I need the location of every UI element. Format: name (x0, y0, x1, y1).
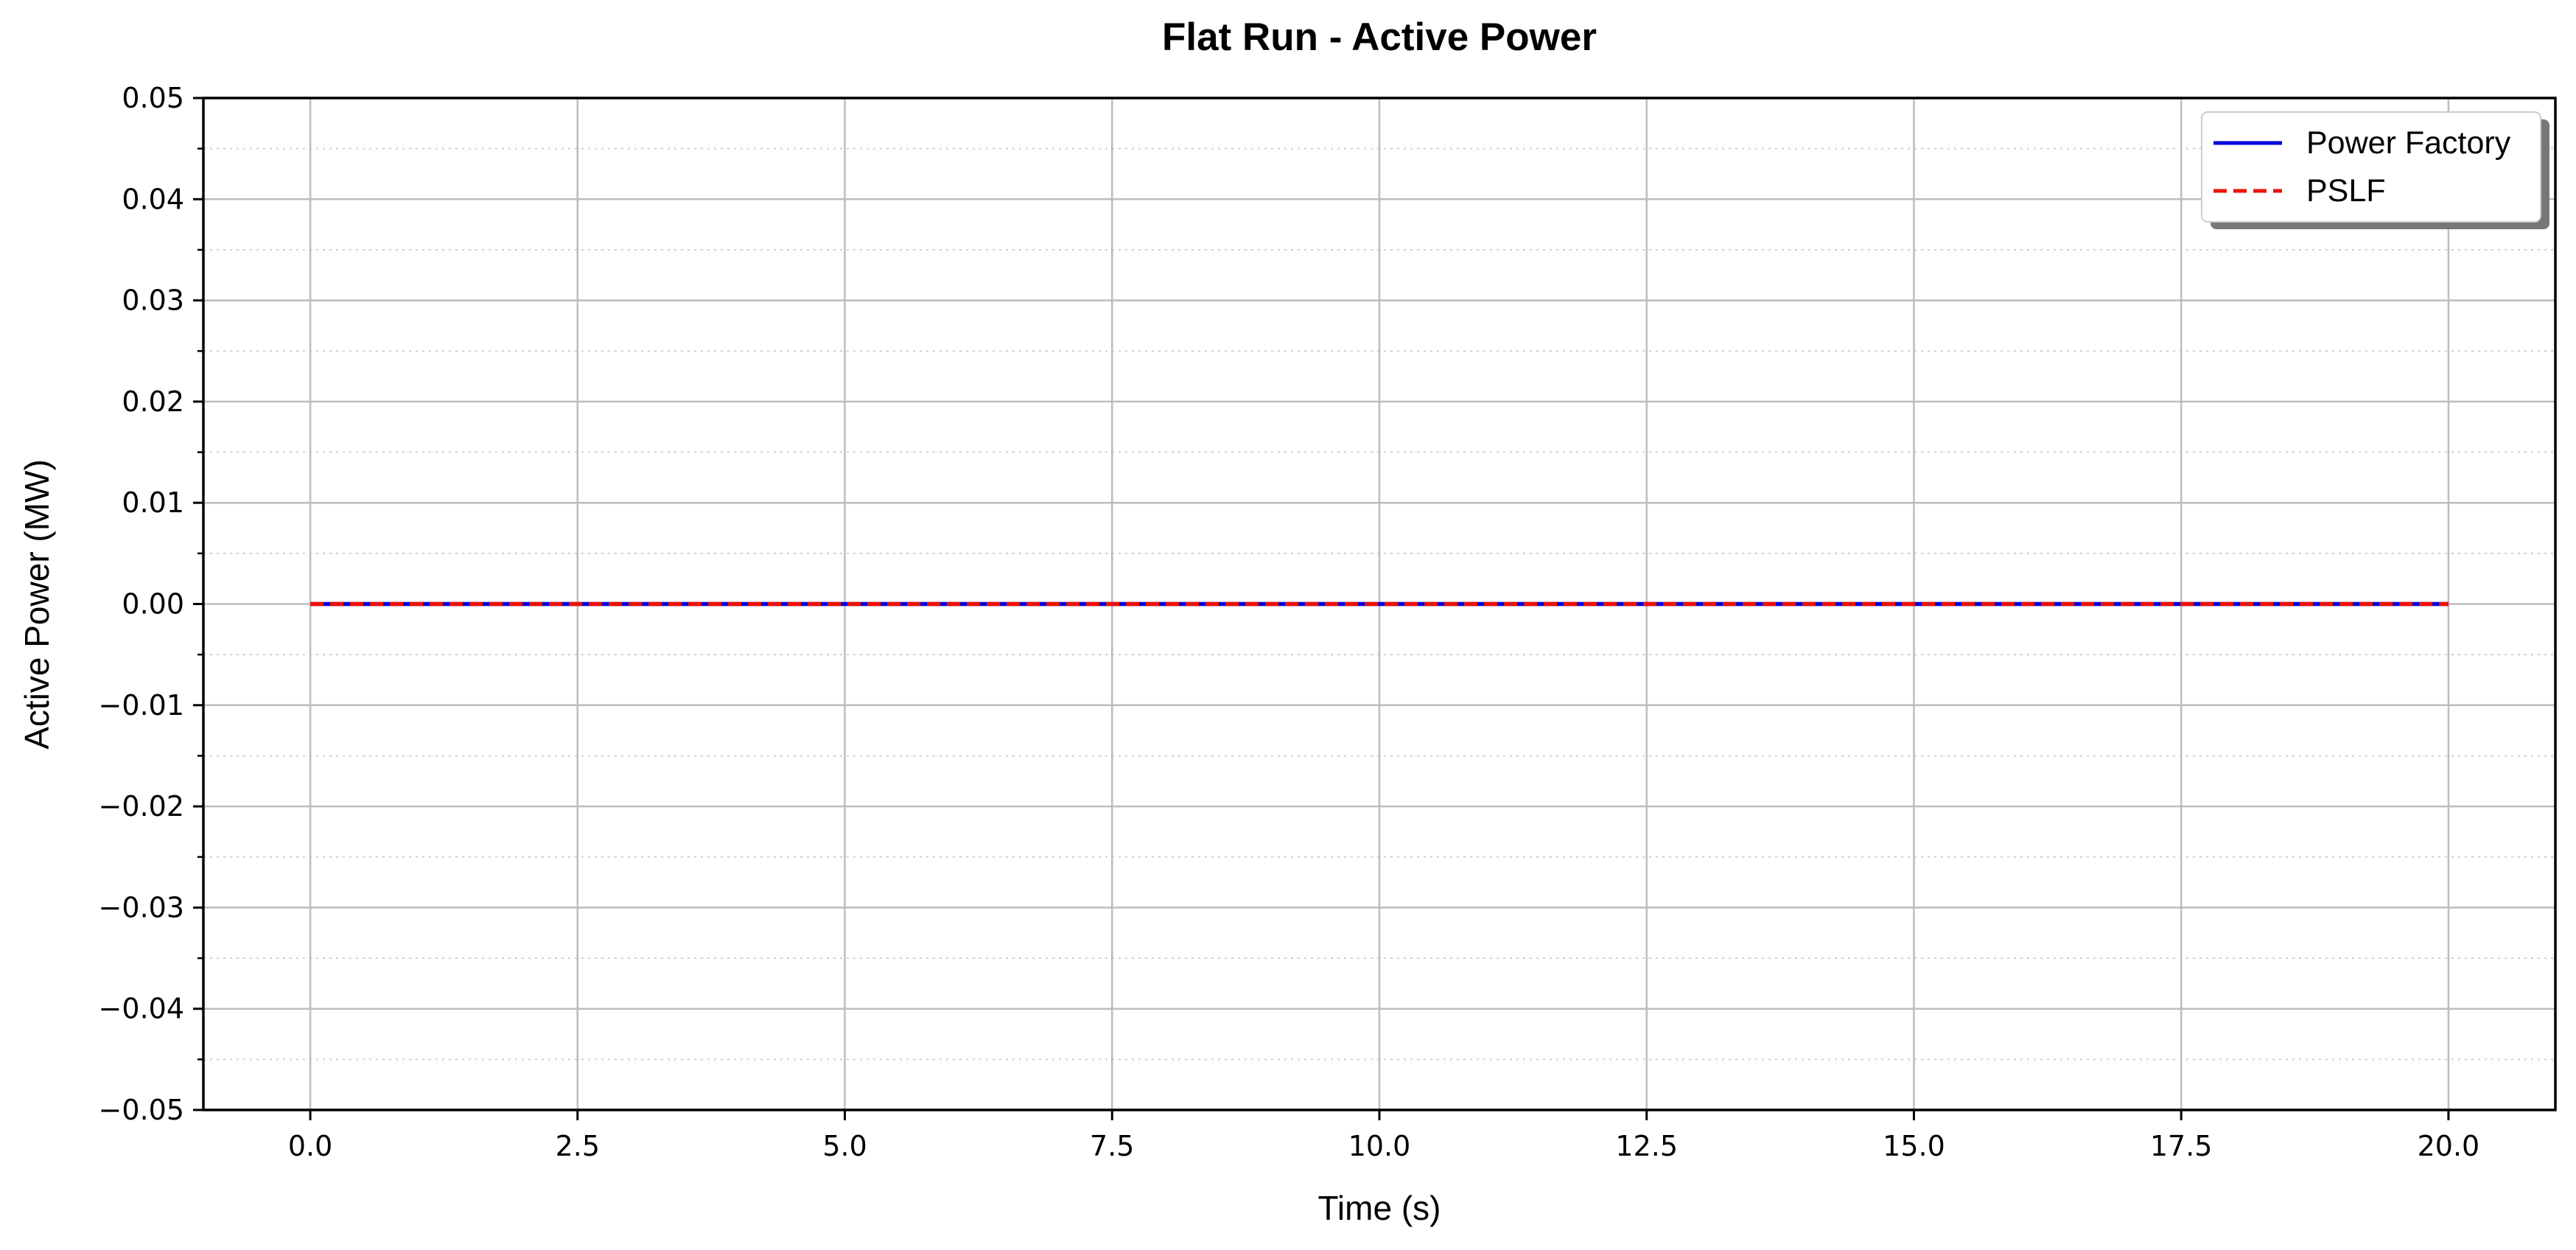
x-tick-label: 20.0 (2418, 1130, 2480, 1162)
axis-ticks: −0.05−0.04−0.03−0.02−0.010.000.010.020.0… (99, 82, 2480, 1162)
y-tick-label: −0.02 (99, 790, 184, 823)
legend-label-power-factory: Power Factory (2306, 125, 2511, 161)
y-tick-label: 0.01 (122, 486, 184, 519)
x-axis-label: Time (s) (1318, 1189, 1441, 1227)
y-tick-label: −0.01 (99, 689, 184, 722)
legend-label-pslf: PSLF (2306, 173, 2386, 209)
x-tick-label: 15.0 (1883, 1130, 1945, 1162)
x-tick-label: 5.0 (822, 1130, 867, 1162)
x-tick-label: 0.0 (288, 1130, 332, 1162)
x-tick-label: 17.5 (2150, 1130, 2213, 1162)
y-tick-label: 0.04 (122, 183, 184, 215)
y-tick-label: 0.02 (122, 385, 184, 418)
y-tick-label: −0.04 (99, 993, 184, 1025)
y-axis-label: Active Power (MW) (18, 459, 56, 750)
x-tick-label: 12.5 (1615, 1130, 1678, 1162)
y-tick-label: 0.00 (122, 588, 184, 621)
y-tick-label: −0.03 (99, 891, 184, 923)
x-tick-label: 2.5 (556, 1130, 600, 1162)
x-tick-label: 10.0 (1348, 1130, 1411, 1162)
legend: Power Factory PSLF (2201, 111, 2549, 229)
y-tick-label: 0.05 (122, 82, 184, 114)
chart-title: Flat Run - Active Power (1162, 15, 1597, 59)
legend-box (2201, 111, 2541, 223)
x-tick-label: 7.5 (1090, 1130, 1134, 1162)
y-tick-label: 0.03 (122, 284, 184, 317)
y-tick-label: −0.05 (99, 1094, 184, 1126)
